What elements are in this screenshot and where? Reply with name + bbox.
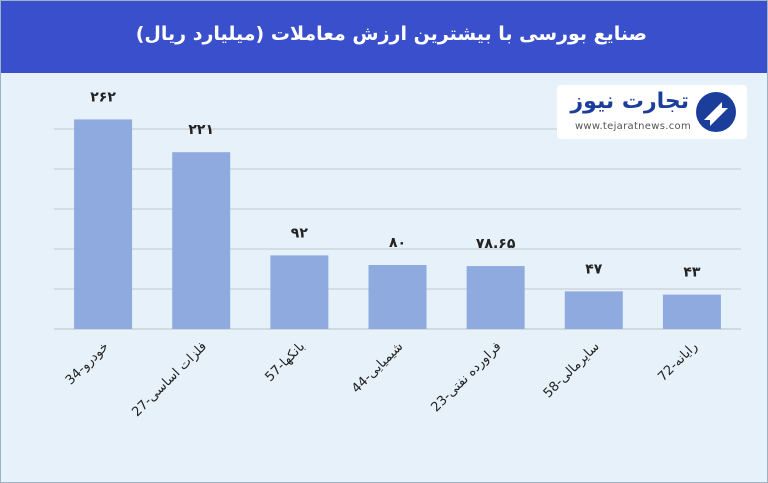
data-label: ۴۷: [585, 261, 603, 277]
category-label: 23-فراورده نفتی: [428, 339, 504, 415]
logo-name: تجارت نیوز: [570, 89, 689, 114]
tejaratnews-logo: تجارت نیوز www.tejaratnews.com: [557, 85, 747, 139]
tejaratnews-logo-icon: [696, 92, 736, 132]
category-label: 57-بانکها: [263, 339, 309, 385]
data-label: ۹۲: [291, 225, 309, 241]
bar: [662, 294, 721, 329]
bar: [564, 291, 623, 329]
category-label: 34-خودرو: [63, 339, 112, 388]
bar: [368, 265, 427, 329]
category-label: 72-رایانه: [655, 339, 700, 384]
data-label: ۸۰: [389, 235, 406, 251]
category-label: 27-فلزات اساسی: [129, 339, 210, 420]
title-bar: صنایع بورسی با بیشترین ارزش معاملات (میل…: [1, 1, 767, 73]
data-label: ۲۶۲: [90, 89, 116, 105]
data-label: ۷۸.۶۵: [476, 236, 516, 252]
bar: [270, 255, 329, 329]
data-label: ۴۳: [683, 265, 701, 281]
category-label: 58-سایرمالی: [541, 339, 603, 401]
bar: [74, 119, 133, 330]
chart-title: صنایع بورسی با بیشترین ارزش معاملات (میل…: [135, 23, 647, 45]
category-label: 44-شیمیایی: [349, 339, 406, 396]
bar: [172, 152, 231, 329]
bar: [466, 266, 525, 329]
data-label: ۲۲۱: [188, 122, 214, 138]
logo-url: www.tejaratnews.com: [574, 121, 691, 132]
